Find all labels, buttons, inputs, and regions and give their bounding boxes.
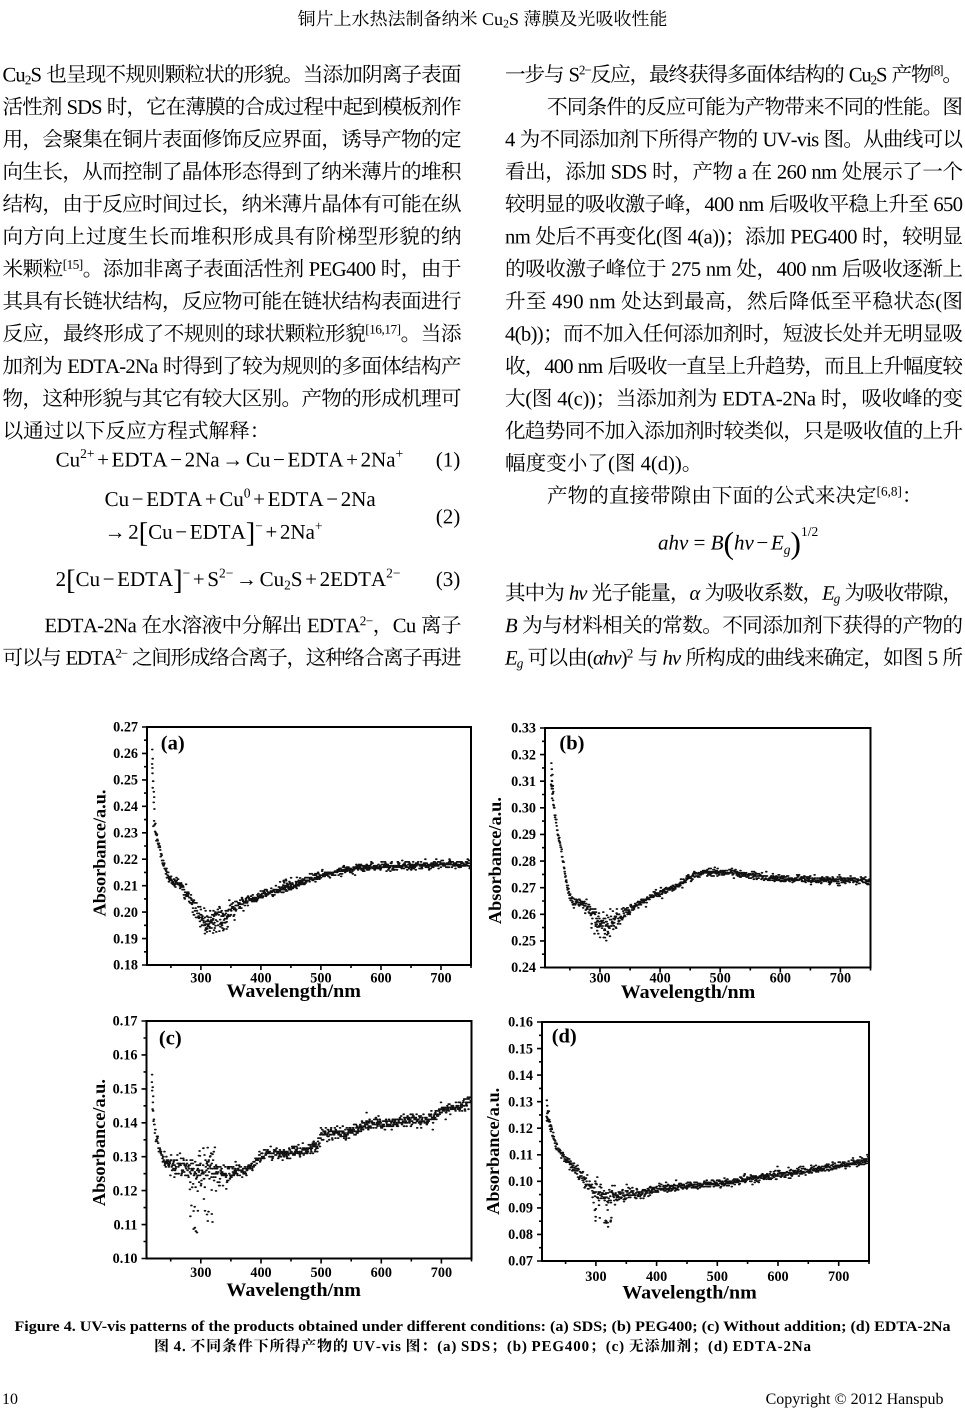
svg-text:0.11: 0.11 bbox=[509, 1148, 533, 1164]
svg-text:0.25: 0.25 bbox=[511, 934, 536, 950]
svg-text:0.23: 0.23 bbox=[113, 826, 138, 842]
svg-text:300: 300 bbox=[190, 971, 211, 987]
svg-text:(d): (d) bbox=[552, 1025, 577, 1047]
svg-text:0.21: 0.21 bbox=[113, 878, 138, 894]
svg-text:0.11: 0.11 bbox=[113, 1217, 137, 1233]
svg-text:0.26: 0.26 bbox=[511, 907, 536, 923]
svg-text:0.15: 0.15 bbox=[508, 1041, 533, 1057]
svg-text:0.25: 0.25 bbox=[113, 773, 138, 789]
svg-text:(b): (b) bbox=[559, 732, 584, 754]
svg-text:Absorbance/a.u.: Absorbance/a.u. bbox=[485, 797, 505, 924]
svg-text:400: 400 bbox=[250, 1265, 271, 1281]
svg-text:0.22: 0.22 bbox=[113, 852, 138, 868]
svg-text:0.24: 0.24 bbox=[113, 799, 138, 815]
svg-text:0.18: 0.18 bbox=[113, 958, 138, 974]
svg-text:Wavelength/nm: Wavelength/nm bbox=[622, 1283, 757, 1304]
svg-text:10: 10 bbox=[2, 1391, 18, 1408]
svg-text:600: 600 bbox=[370, 971, 391, 987]
svg-text:0.10: 0.10 bbox=[508, 1174, 533, 1190]
svg-text:0.13: 0.13 bbox=[113, 1149, 138, 1165]
svg-text:0.27: 0.27 bbox=[511, 880, 536, 896]
svg-text:0.16: 0.16 bbox=[113, 1048, 138, 1064]
svg-text:Wavelength/nm: Wavelength/nm bbox=[621, 982, 756, 1003]
svg-text:(a): (a) bbox=[161, 733, 185, 755]
svg-text:0.14: 0.14 bbox=[113, 1116, 138, 1132]
svg-text:500: 500 bbox=[310, 971, 331, 987]
svg-text:Figure 4. UV-vis patterns of t: Figure 4. UV-vis patterns of the product… bbox=[15, 1319, 952, 1335]
svg-text:Absorbance/a.u.: Absorbance/a.u. bbox=[90, 790, 110, 917]
svg-text:500: 500 bbox=[710, 971, 731, 987]
svg-text:0.33: 0.33 bbox=[511, 721, 536, 737]
svg-text:Wavelength/nm: Wavelength/nm bbox=[226, 981, 361, 1002]
svg-text:600: 600 bbox=[767, 1269, 788, 1285]
svg-text:0.17: 0.17 bbox=[113, 1014, 138, 1030]
svg-text:400: 400 bbox=[250, 971, 271, 987]
svg-text:0.08: 0.08 bbox=[508, 1227, 533, 1243]
svg-text:(c): (c) bbox=[159, 1028, 182, 1050]
svg-text:700: 700 bbox=[430, 971, 451, 987]
svg-text:300: 300 bbox=[589, 971, 610, 987]
svg-text:Absorbance/a.u.: Absorbance/a.u. bbox=[89, 1079, 109, 1206]
svg-text:300: 300 bbox=[190, 1265, 211, 1281]
svg-text:400: 400 bbox=[649, 971, 670, 987]
svg-text:600: 600 bbox=[770, 971, 791, 987]
svg-text:0.31: 0.31 bbox=[511, 774, 536, 790]
svg-text:700: 700 bbox=[830, 971, 851, 987]
svg-text:500: 500 bbox=[707, 1269, 728, 1285]
svg-text:0.24: 0.24 bbox=[511, 960, 536, 976]
svg-text:0.07: 0.07 bbox=[508, 1254, 533, 1270]
svg-text:0.15: 0.15 bbox=[113, 1082, 138, 1098]
svg-text:Wavelength/nm: Wavelength/nm bbox=[226, 1280, 361, 1301]
svg-text:0.30: 0.30 bbox=[511, 801, 536, 817]
svg-text:600: 600 bbox=[371, 1265, 392, 1281]
svg-text:0.28: 0.28 bbox=[511, 854, 536, 870]
svg-text:0.20: 0.20 bbox=[113, 905, 138, 921]
svg-text:0.29: 0.29 bbox=[511, 827, 536, 843]
svg-text:400: 400 bbox=[646, 1269, 667, 1285]
svg-text:0.10: 0.10 bbox=[113, 1251, 138, 1267]
svg-text:0.14: 0.14 bbox=[508, 1068, 533, 1084]
svg-text:0.27: 0.27 bbox=[113, 720, 138, 736]
svg-text:0.26: 0.26 bbox=[113, 746, 138, 762]
svg-text:0.16: 0.16 bbox=[508, 1015, 533, 1031]
svg-text:Copyright © 2012 Hanspub: Copyright © 2012 Hanspub bbox=[766, 1391, 944, 1408]
svg-text:0.13: 0.13 bbox=[508, 1094, 533, 1110]
svg-text:0.12: 0.12 bbox=[113, 1183, 138, 1199]
svg-text:0.32: 0.32 bbox=[511, 747, 536, 763]
svg-text:Absorbance/a.u.: Absorbance/a.u. bbox=[483, 1088, 503, 1215]
svg-text:300: 300 bbox=[585, 1269, 606, 1285]
svg-text:500: 500 bbox=[310, 1265, 331, 1281]
svg-text:700: 700 bbox=[828, 1269, 849, 1285]
svg-text:0.09: 0.09 bbox=[508, 1201, 533, 1217]
svg-text:0.19: 0.19 bbox=[113, 931, 138, 947]
svg-text:700: 700 bbox=[431, 1265, 452, 1281]
svg-text:0.12: 0.12 bbox=[508, 1121, 533, 1137]
